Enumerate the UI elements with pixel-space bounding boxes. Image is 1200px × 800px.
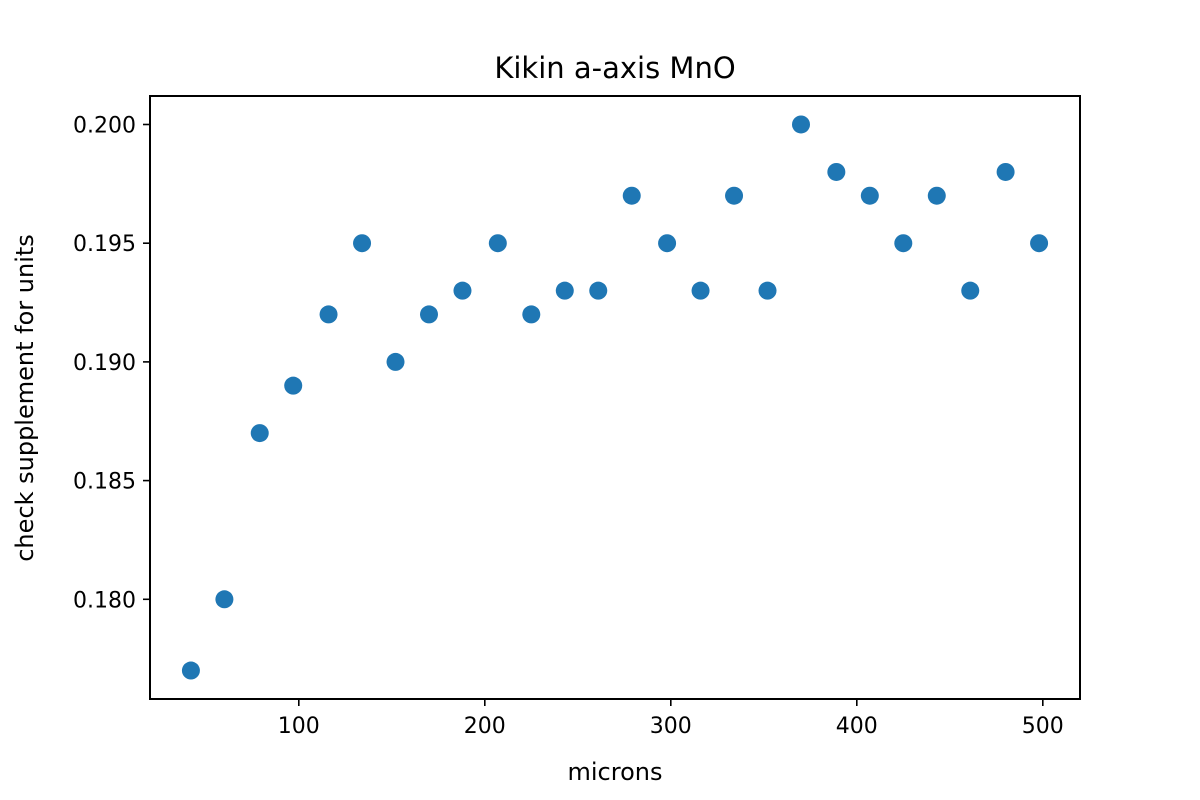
x-tick-label: 200 xyxy=(464,714,506,739)
data-point xyxy=(589,281,608,300)
data-point xyxy=(927,186,946,205)
data-point xyxy=(827,162,846,181)
data-point xyxy=(658,234,677,253)
data-point xyxy=(961,281,980,300)
x-axis-ticks: 100 200 300 400 500 xyxy=(278,699,1064,739)
data-points xyxy=(181,115,1049,680)
data-point xyxy=(996,162,1015,181)
data-point xyxy=(319,305,338,324)
data-point xyxy=(420,305,438,324)
data-point xyxy=(725,186,744,205)
data-point xyxy=(691,281,710,300)
x-tick-label: 100 xyxy=(278,714,320,739)
data-point xyxy=(353,234,372,253)
data-point xyxy=(860,186,879,205)
chart-title: Kikin a-axis MnO xyxy=(494,51,735,85)
x-tick-label: 500 xyxy=(1022,714,1064,739)
data-point xyxy=(181,661,200,680)
y-axis-ticks: 0.180 0.185 0.190 0.195 0.200 xyxy=(73,113,150,613)
data-point xyxy=(758,281,777,300)
data-point xyxy=(894,234,913,253)
data-point xyxy=(792,115,810,134)
x-axis-label: microns xyxy=(568,758,663,786)
data-point xyxy=(1030,234,1049,253)
x-tick-label: 300 xyxy=(650,714,692,739)
data-point xyxy=(386,352,405,371)
y-tick-label: 0.185 xyxy=(73,470,136,495)
data-point xyxy=(215,590,234,609)
x-tick-label: 400 xyxy=(836,714,878,739)
y-tick-label: 0.190 xyxy=(73,351,136,376)
plot-area-frame xyxy=(149,95,1081,700)
data-point xyxy=(488,234,507,253)
y-tick-label: 0.200 xyxy=(73,113,136,138)
data-point xyxy=(250,424,269,443)
data-point xyxy=(453,281,472,300)
data-point xyxy=(522,305,541,324)
data-point xyxy=(622,186,641,205)
y-tick-label: 0.180 xyxy=(73,588,136,613)
y-tick-label: 0.195 xyxy=(73,232,136,257)
y-axis-label: check supplement for units xyxy=(11,234,39,562)
data-point xyxy=(284,376,303,395)
data-point xyxy=(555,281,574,300)
